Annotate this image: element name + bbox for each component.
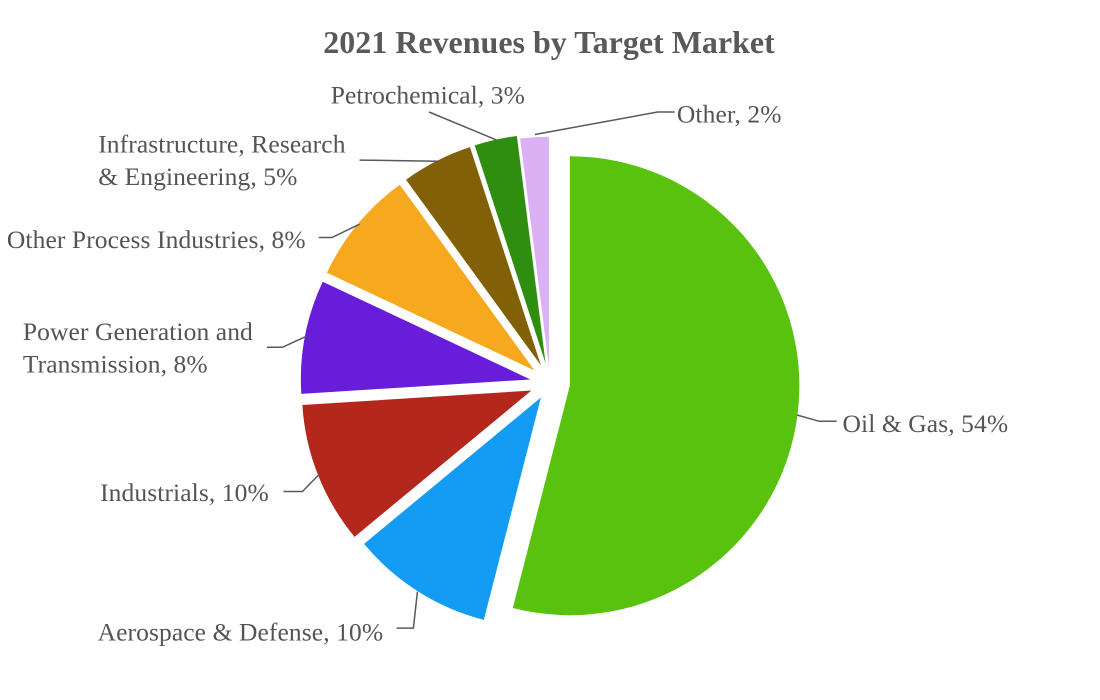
svg-text:Other Process Industries, 8%: Other Process Industries, 8% [7,225,306,254]
svg-text:Transmission, 8%: Transmission, 8% [23,349,208,378]
svg-text:Power Generation and: Power Generation and [23,317,253,346]
svg-text:Oil & Gas, 54%: Oil & Gas, 54% [843,409,1009,438]
svg-text:Other, 2%: Other, 2% [677,100,782,129]
svg-text:Petrochemical, 3%: Petrochemical, 3% [331,81,525,110]
svg-text:Infrastructure, Research: Infrastructure, Research [98,130,346,159]
svg-text:Industrials, 10%: Industrials, 10% [100,478,269,507]
svg-text:Aerospace & Defense, 10%: Aerospace & Defense, 10% [98,618,384,647]
svg-text:2021 Revenues by Target Market: 2021 Revenues by Target Market [323,24,775,60]
svg-text:& Engineering, 5%: & Engineering, 5% [98,162,297,191]
